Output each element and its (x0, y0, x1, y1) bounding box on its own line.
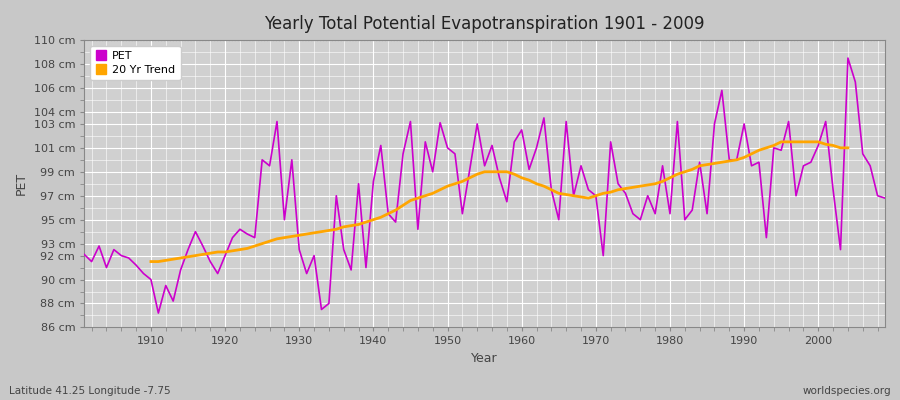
X-axis label: Year: Year (472, 352, 498, 365)
Text: worldspecies.org: worldspecies.org (803, 386, 891, 396)
Text: Latitude 41.25 Longitude -7.75: Latitude 41.25 Longitude -7.75 (9, 386, 171, 396)
Legend: PET, 20 Yr Trend: PET, 20 Yr Trend (90, 46, 181, 80)
Y-axis label: PET: PET (15, 172, 28, 195)
Title: Yearly Total Potential Evapotranspiration 1901 - 2009: Yearly Total Potential Evapotranspiratio… (265, 15, 705, 33)
